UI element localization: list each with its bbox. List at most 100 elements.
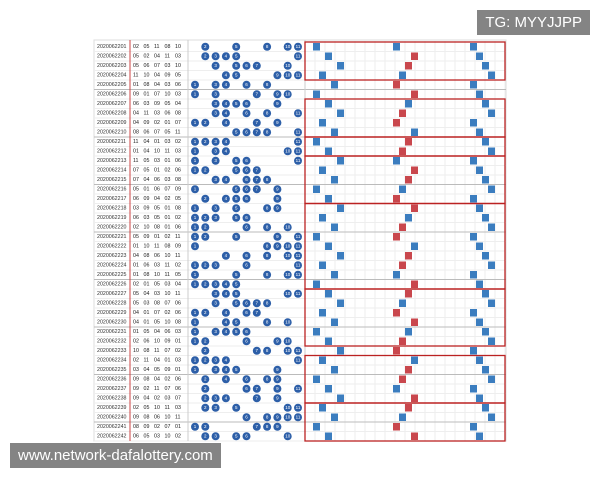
- number: 06: [175, 158, 181, 164]
- number: 03: [144, 301, 150, 307]
- ball-label: 10: [285, 291, 291, 296]
- ball: [221, 99, 230, 108]
- number: 10: [144, 225, 150, 231]
- trend-box: [476, 166, 483, 174]
- number: 11: [175, 415, 181, 421]
- trend-box: [331, 128, 338, 136]
- ball: [242, 109, 251, 118]
- trend-box: [405, 214, 412, 222]
- ball: [191, 280, 199, 289]
- period: 2020062217: [97, 196, 127, 202]
- trend-box: [482, 290, 489, 298]
- ball: [252, 185, 261, 194]
- ball-label: 1: [194, 92, 197, 97]
- trend-box: [319, 356, 326, 364]
- ball: [242, 61, 251, 70]
- ball-label: 8: [266, 377, 269, 382]
- number: 05: [175, 196, 181, 202]
- ball-label: 10: [285, 149, 291, 154]
- trend-box: [325, 242, 332, 250]
- ball-label: 1: [194, 282, 197, 287]
- ball: [201, 308, 210, 317]
- ball: [283, 223, 292, 232]
- number: 06: [133, 215, 139, 221]
- number: 05: [154, 215, 160, 221]
- period: 2020062221: [97, 234, 127, 240]
- ball-label: 8: [266, 415, 269, 420]
- ball-label: 6: [245, 263, 248, 268]
- ball-label: 5: [235, 206, 238, 211]
- ball-label: 2: [204, 168, 207, 173]
- ball: [221, 118, 230, 127]
- number: 02: [133, 405, 139, 411]
- number: 07: [165, 424, 171, 430]
- ball: [273, 99, 282, 108]
- ball-label: 3: [214, 282, 217, 287]
- ball: [242, 337, 251, 346]
- ball-label: 5: [235, 158, 238, 163]
- number: 01: [144, 282, 150, 288]
- trend-box: [405, 100, 412, 108]
- number: 11: [165, 272, 171, 278]
- ball-label: 6: [245, 158, 248, 163]
- number: 01: [175, 367, 181, 373]
- group-outline: [304, 288, 506, 347]
- ball: [232, 365, 241, 374]
- period: 2020062242: [97, 434, 127, 440]
- trend-box: [488, 71, 495, 79]
- ball-label: 9: [276, 424, 279, 429]
- ball-label: 11: [296, 54, 301, 59]
- number: 01: [133, 149, 139, 155]
- period: 2020062211: [97, 139, 126, 145]
- number: 04: [154, 82, 160, 88]
- number: 08: [144, 272, 150, 278]
- ball: [252, 166, 261, 175]
- ball: [211, 175, 220, 184]
- ball-label: 2: [204, 310, 207, 315]
- trend-box: [331, 176, 338, 184]
- ball: [263, 80, 272, 89]
- ball: [201, 346, 210, 355]
- number: 01: [175, 424, 181, 430]
- ball-label: 4: [225, 177, 228, 182]
- period: 2020062234: [97, 358, 127, 364]
- ball-label: 5: [235, 168, 238, 173]
- ball-label: 2: [204, 405, 207, 410]
- number: 06: [133, 101, 139, 107]
- number: 01: [165, 206, 171, 212]
- number: 09: [133, 396, 139, 402]
- ball: [294, 261, 302, 270]
- ball: [283, 403, 292, 412]
- ball-label: 1: [194, 424, 197, 429]
- number: 03: [133, 367, 139, 373]
- ball-label: 4: [225, 196, 228, 201]
- ball-label: 11: [296, 234, 301, 239]
- number: 01: [165, 120, 171, 126]
- number: 04: [175, 282, 181, 288]
- ball-label: 8: [266, 130, 269, 135]
- trend-box: [325, 432, 332, 440]
- number: 02: [133, 44, 139, 50]
- number: 08: [165, 44, 171, 50]
- trend-box: [319, 404, 326, 412]
- trend-box: [313, 328, 320, 336]
- number: 11: [154, 348, 160, 354]
- ball-label: 3: [214, 177, 217, 182]
- trend-box: [325, 337, 332, 345]
- trend-box: [399, 375, 406, 383]
- trend-box: [325, 195, 332, 203]
- trend-box: [393, 385, 400, 393]
- ball: [283, 318, 292, 327]
- number: 10: [154, 149, 160, 155]
- ball-label: 3: [214, 82, 217, 87]
- ball: [242, 413, 251, 422]
- number: 08: [175, 320, 181, 326]
- trend-box: [405, 252, 412, 260]
- trend-box: [488, 413, 495, 421]
- ball-label: 10: [285, 253, 291, 258]
- ball: [201, 403, 210, 412]
- trend-box: [313, 423, 320, 431]
- number: 03: [165, 396, 171, 402]
- ball: [221, 318, 230, 327]
- number: 01: [175, 339, 181, 345]
